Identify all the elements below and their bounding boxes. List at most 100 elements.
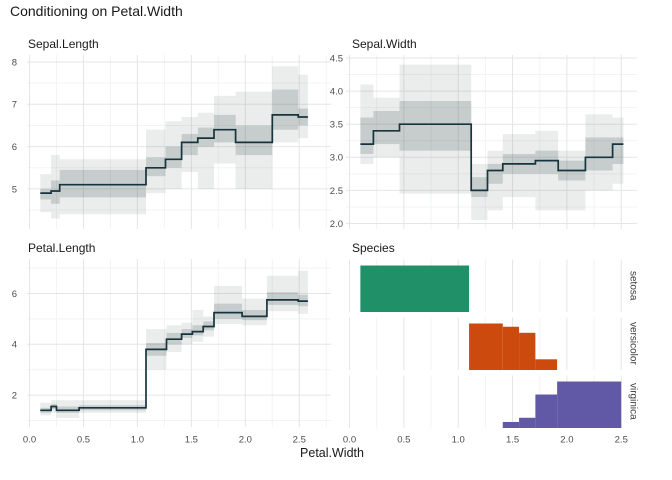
step-line-petal-length xyxy=(40,299,308,412)
band-outer xyxy=(181,116,198,172)
hist-bar-versicolor xyxy=(502,326,520,370)
band-outer xyxy=(235,91,273,189)
x-tick-label: 1.5 xyxy=(506,435,519,446)
y-tick-label: 3.0 xyxy=(330,153,343,164)
panel-title-species: Species xyxy=(352,241,395,255)
band-outer xyxy=(146,129,166,194)
band-inner xyxy=(487,163,503,184)
panel-sepal-width: 2.0 2.5 3.0 3.5 4.0 4.5 xyxy=(330,53,637,230)
band-outer xyxy=(79,400,147,413)
x-axis-title: Petal.Width xyxy=(300,446,364,460)
panel-species xyxy=(349,259,622,428)
band-inner xyxy=(40,188,52,200)
band-inner xyxy=(197,127,215,147)
band-inner xyxy=(181,133,198,156)
band-inner xyxy=(235,125,273,156)
band-inner xyxy=(51,180,60,204)
band-outer xyxy=(471,163,488,221)
hist-bar-virginica xyxy=(557,381,622,428)
band-outer xyxy=(298,74,308,139)
band-outer xyxy=(56,400,80,418)
hist-bar-versicolor xyxy=(535,359,558,370)
y-tick-label: 5 xyxy=(12,184,17,195)
band-outer xyxy=(487,150,503,211)
panel-sepal-length: 5 6 7 8 xyxy=(12,55,331,229)
band-outer xyxy=(51,155,60,219)
band-inner xyxy=(214,303,243,319)
strip-label-versicolor: versicolor xyxy=(627,322,639,365)
hist-bar-virginica xyxy=(535,394,558,428)
chart-title: Conditioning on Petal.Width xyxy=(10,3,183,19)
x-tick-label: 1.0 xyxy=(131,435,144,446)
band-outer xyxy=(242,298,267,326)
band-outer xyxy=(585,114,613,191)
band-outer xyxy=(266,275,299,312)
strip-label-virginica: virginica xyxy=(627,383,639,420)
x-axis: 0.0 0.5 1.0 1.5 2.0 2.5 0.0 0.5 1.0 1.5 2.0 2.5 xyxy=(23,435,628,446)
band-inner xyxy=(266,292,299,305)
band-inner xyxy=(585,137,613,171)
band-outer xyxy=(272,66,299,143)
hist-bar-virginica xyxy=(519,417,536,428)
band-outer xyxy=(502,134,536,198)
band-inner xyxy=(471,177,488,198)
x-tick-label: 2.0 xyxy=(239,435,252,446)
band-inner xyxy=(146,157,166,177)
x-tick-label: 2.5 xyxy=(293,435,306,446)
strip-label-setosa: setosa xyxy=(627,270,639,301)
step-line-sepal-length xyxy=(40,114,308,194)
hist-bar-virginica xyxy=(502,421,520,428)
band-inner xyxy=(165,146,182,168)
x-tick-label: 2.0 xyxy=(560,435,573,446)
y-tick-label: 2.0 xyxy=(330,219,343,230)
step-line-sepal-width xyxy=(360,123,624,192)
y-tick-label: 4.0 xyxy=(330,87,343,98)
y-tick-label: 6 xyxy=(12,289,17,300)
panel-title-sepal-width: Sepal.Width xyxy=(352,37,417,51)
band-outer xyxy=(558,150,586,211)
band-inner xyxy=(535,150,559,174)
x-tick-label: 1.0 xyxy=(452,435,465,446)
band-outer xyxy=(612,117,624,184)
band-outer xyxy=(165,121,182,189)
band-inner xyxy=(272,89,299,130)
band-inner xyxy=(399,101,472,151)
x-tick-label: 0.5 xyxy=(397,435,410,446)
panel-title-sepal-length: Sepal.Length xyxy=(28,37,99,51)
band-inner xyxy=(214,114,236,143)
x-tick-label: 0.0 xyxy=(23,435,36,446)
band-outer xyxy=(192,310,204,342)
band-inner xyxy=(192,325,204,336)
y-tick-label: 2.5 xyxy=(330,186,343,197)
panel-petal-length: 2 4 6 xyxy=(12,259,331,427)
band-outer xyxy=(197,112,215,189)
band-outer xyxy=(373,97,400,158)
band-outer xyxy=(214,285,243,324)
x-tick-label: 0.5 xyxy=(77,435,90,446)
y-tick-label: 3.5 xyxy=(330,120,343,131)
band-inner xyxy=(612,137,624,164)
band-outer xyxy=(40,402,52,416)
panel-title-petal-length: Petal.Length xyxy=(28,241,96,255)
band-outer xyxy=(535,130,559,211)
band-outer xyxy=(298,270,308,314)
y-tick-label: 8 xyxy=(12,57,17,68)
band-inner xyxy=(59,169,147,198)
y-tick-label: 4 xyxy=(12,340,17,351)
x-tick-label: 2.5 xyxy=(615,435,628,446)
band-inner xyxy=(373,110,400,145)
facet-setosa xyxy=(349,259,622,312)
y-tick-label: 4.5 xyxy=(330,53,343,64)
y-tick-label: 2 xyxy=(12,391,17,402)
facet-virginica xyxy=(349,375,622,428)
hist-bar-versicolor xyxy=(519,332,536,370)
hist-bar-setosa xyxy=(360,265,470,312)
x-tick-label: 1.5 xyxy=(185,435,198,446)
band-outer xyxy=(399,64,472,194)
band-inner xyxy=(360,117,374,154)
x-tick-label: 0.0 xyxy=(343,435,356,446)
facet-versicolor xyxy=(349,317,622,370)
hist-bar-versicolor xyxy=(469,323,503,370)
